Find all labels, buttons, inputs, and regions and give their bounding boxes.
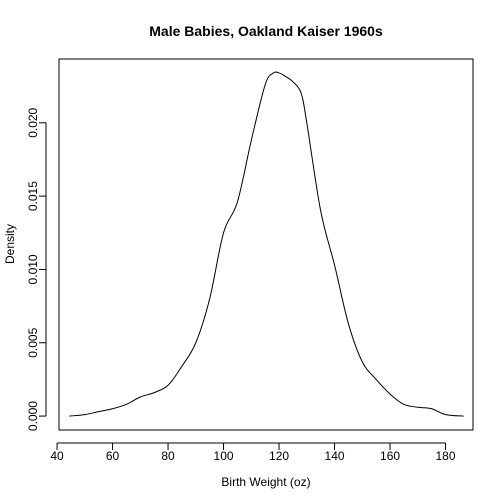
y-tick-label: 0.005 [26, 327, 40, 357]
x-tick-label: 180 [436, 449, 456, 463]
x-tick-label: 120 [269, 449, 289, 463]
y-tick-label: 0.010 [26, 254, 40, 284]
x-tick-label: 60 [106, 449, 120, 463]
x-tick-label: 140 [325, 449, 345, 463]
y-tick-label: 0.015 [26, 181, 40, 211]
y-axis: 0.000 0.005 0.010 0.015 0.020 [26, 107, 47, 431]
x-tick-label: 80 [161, 449, 175, 463]
x-tick-label: 160 [380, 449, 400, 463]
x-axis: 40 60 80 100 120 140 160 180 [50, 442, 456, 463]
x-axis-label: Birth Weight (oz) [221, 475, 310, 489]
y-axis-label: Density [3, 224, 17, 264]
x-tick-label: 100 [214, 449, 234, 463]
y-tick-label: 0.000 [26, 401, 40, 431]
y-tick-label: 0.020 [26, 107, 40, 137]
density-curve [69, 71, 464, 417]
plot-box [58, 58, 474, 431]
chart-title: Male Babies, Oakland Kaiser 1960s [149, 23, 383, 39]
x-tick-label: 40 [50, 449, 64, 463]
